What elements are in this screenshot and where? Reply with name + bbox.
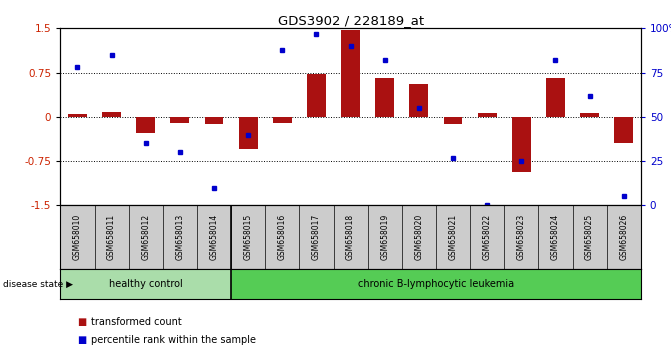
Text: GSM658011: GSM658011 — [107, 214, 116, 260]
Text: GSM658014: GSM658014 — [209, 214, 219, 260]
Text: GSM658019: GSM658019 — [380, 214, 389, 260]
Bar — [580, 113, 599, 117]
Bar — [615, 117, 633, 143]
Text: transformed count: transformed count — [91, 317, 181, 327]
Text: GSM658010: GSM658010 — [73, 214, 82, 260]
Bar — [409, 84, 428, 117]
Text: GSM658015: GSM658015 — [244, 214, 253, 260]
Bar — [239, 117, 258, 149]
Text: GSM658022: GSM658022 — [482, 214, 492, 260]
Title: GDS3902 / 228189_at: GDS3902 / 228189_at — [278, 14, 423, 27]
Bar — [444, 117, 462, 124]
Text: GSM658025: GSM658025 — [585, 214, 594, 260]
Text: ■: ■ — [77, 317, 87, 327]
Bar — [546, 79, 565, 117]
Text: GSM658021: GSM658021 — [448, 214, 458, 260]
Bar — [512, 117, 531, 172]
Text: GSM658012: GSM658012 — [141, 214, 150, 260]
Text: GSM658026: GSM658026 — [619, 214, 628, 260]
Bar — [102, 112, 121, 117]
Text: ■: ■ — [77, 335, 87, 345]
Text: GSM658023: GSM658023 — [517, 214, 526, 260]
Text: percentile rank within the sample: percentile rank within the sample — [91, 335, 256, 345]
Bar — [375, 79, 394, 117]
Bar — [68, 114, 87, 117]
Bar — [231, 269, 641, 299]
Text: GSM658013: GSM658013 — [175, 214, 185, 260]
Bar — [170, 117, 189, 123]
Bar — [342, 30, 360, 117]
Text: GSM658020: GSM658020 — [415, 214, 423, 260]
Text: GSM658018: GSM658018 — [346, 214, 355, 260]
Text: GSM658024: GSM658024 — [551, 214, 560, 260]
Text: chronic B-lymphocytic leukemia: chronic B-lymphocytic leukemia — [358, 279, 514, 289]
Text: healthy control: healthy control — [109, 279, 183, 289]
Bar — [205, 117, 223, 124]
Bar — [273, 117, 292, 123]
Text: GSM658017: GSM658017 — [312, 214, 321, 260]
Bar — [307, 74, 326, 117]
Bar — [136, 117, 155, 133]
Text: GSM658016: GSM658016 — [278, 214, 287, 260]
Bar — [478, 113, 497, 117]
Text: disease state ▶: disease state ▶ — [3, 280, 73, 289]
Bar — [60, 269, 231, 299]
